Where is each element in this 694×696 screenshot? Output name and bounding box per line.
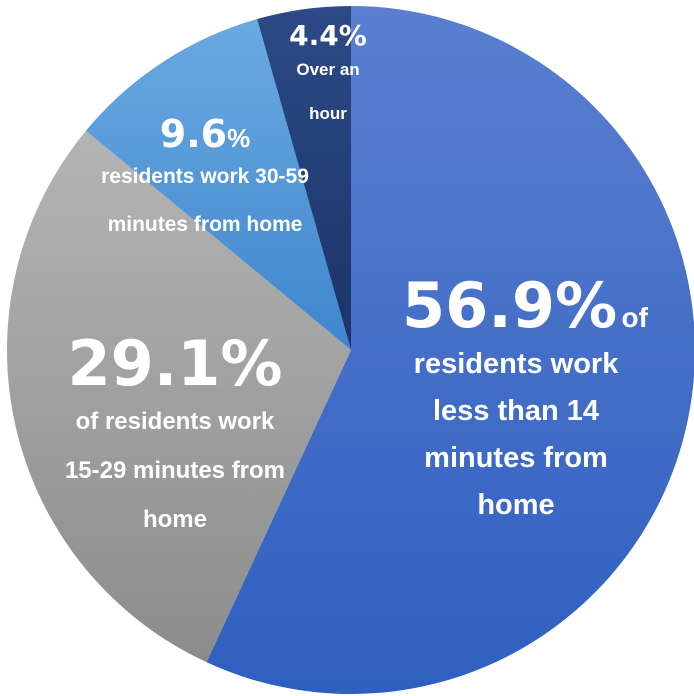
slice-text-line: minutes from	[424, 442, 608, 474]
slice-text-line: home	[477, 489, 555, 521]
slice-text-line: less than 14	[432, 395, 600, 427]
slice-value: 4.4%	[289, 19, 367, 52]
slice-value: 9.6	[159, 112, 228, 156]
slice-text-line: of residents work	[75, 408, 275, 435]
slice-label-56-9: 56.9% of residents work less than 14 min…	[380, 275, 670, 529]
slice-label-4-4: 4.4% Over an hour	[276, 22, 380, 138]
slice-text-line: home	[142, 506, 207, 533]
slice-text-line: residents work 30-59	[101, 165, 309, 188]
slice-text-line: Over an	[296, 60, 360, 79]
slice-text-line: residents work	[413, 348, 619, 380]
slice-value: 29.1%	[67, 327, 283, 400]
slice-label-9-6: 9.6% residents work 30-59 minutes from h…	[65, 115, 345, 249]
pie-slice	[85, 19, 351, 351]
slice-text-line: 15-29 minutes from	[64, 457, 286, 484]
slice-text-line: hour	[309, 104, 347, 123]
slice-value: 56.9%	[402, 269, 618, 342]
pie-slice	[206, 6, 694, 694]
pie-slice	[7, 130, 351, 663]
slice-value-percent: %	[227, 123, 251, 153]
pie-slice	[257, 6, 351, 350]
slice-value-suffix: of	[621, 302, 648, 333]
slice-label-29-1: 29.1% of residents work 15-29 minutes fr…	[30, 333, 320, 544]
slice-text-line: minutes from home	[107, 213, 303, 236]
